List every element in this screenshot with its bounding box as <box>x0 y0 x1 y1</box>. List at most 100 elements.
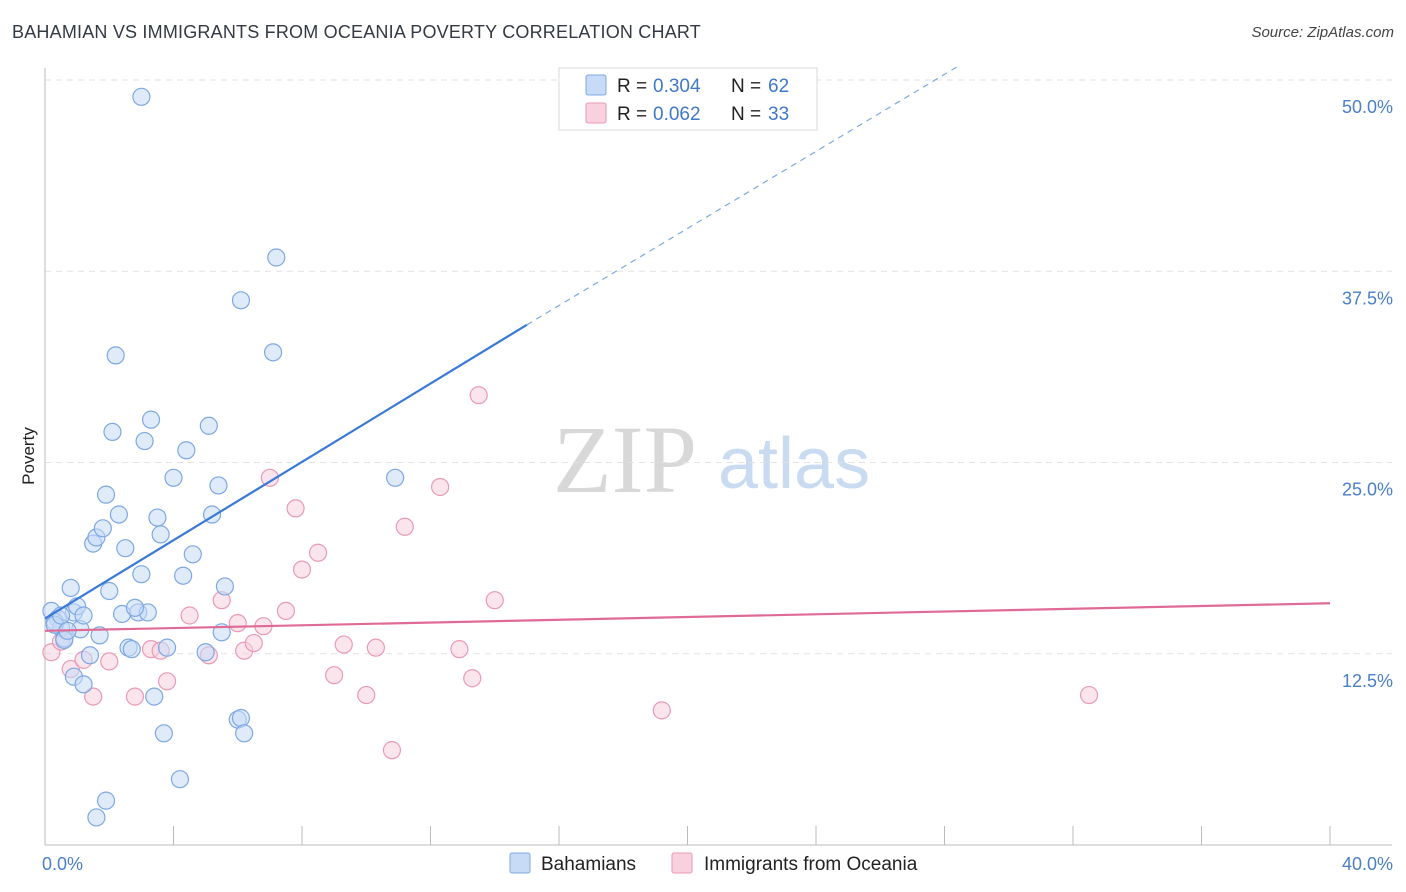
bahamians-point <box>96 791 116 810</box>
bottom-legend-swatch-pink <box>671 852 693 874</box>
bahamians-point <box>148 508 167 527</box>
bahamians-point <box>74 606 93 625</box>
bahamians-point <box>386 468 405 487</box>
oceania-point <box>652 701 671 720</box>
bahamians-point <box>196 643 215 662</box>
bahamians-point <box>231 708 251 728</box>
oceania-point <box>308 543 328 562</box>
series-bahamians-points <box>42 87 405 827</box>
bahamians-point <box>74 675 93 694</box>
bahamians-point <box>164 468 183 487</box>
x-tick-label-min: 0.0% <box>42 854 83 874</box>
bahamians-point <box>231 291 251 310</box>
oceania-point <box>125 687 145 706</box>
series-legend: Bahamians Immigrants from Oceania <box>509 852 918 875</box>
bahamians-trend-line <box>44 323 528 620</box>
oceania-point <box>244 633 263 653</box>
bottom-legend-bahamians: Bahamians <box>541 854 636 875</box>
bahamians-point <box>267 248 286 267</box>
bahamians-point <box>235 724 254 743</box>
y-tick-label: 50.0% <box>1342 97 1393 117</box>
trend-lines <box>44 64 1331 632</box>
oceania-point <box>100 652 119 671</box>
oceania-point <box>157 672 177 691</box>
oceania-point <box>485 591 504 610</box>
oceania-point <box>228 614 247 633</box>
oceania-point <box>325 666 344 685</box>
legend-n-value-1: 62 <box>768 76 789 97</box>
y-tick-label: 37.5% <box>1342 288 1393 308</box>
oceania-point <box>431 477 450 497</box>
bahamians-point <box>61 578 80 598</box>
legend-r-value-1: 0.304 <box>653 76 701 97</box>
oceania-point <box>276 601 296 621</box>
bahamians-point <box>141 410 161 429</box>
stats-legend: R = 0.304 N = 62 R = 0.062 N = 33 <box>558 67 818 131</box>
bahamians-point <box>87 808 106 827</box>
oceania-point <box>357 685 376 705</box>
oceania-point <box>366 638 385 657</box>
oceania-point <box>469 386 488 405</box>
bahamians-point <box>209 476 228 495</box>
bahamians-point <box>183 545 202 564</box>
bahamians-point <box>100 581 119 601</box>
legend-n-value-2: 33 <box>768 104 789 125</box>
oceania-point <box>450 640 469 659</box>
grid-lines <box>45 79 1392 655</box>
oceania-trend-line <box>44 602 1331 632</box>
bahamians-point <box>132 87 151 106</box>
oceania-point <box>180 606 199 625</box>
oceania-point <box>395 517 414 536</box>
legend-swatch-blue <box>585 74 607 96</box>
legend-r-value-2: 0.062 <box>653 104 701 125</box>
bahamians-point <box>154 724 173 743</box>
x-tick-label-max: 40.0% <box>1342 854 1393 874</box>
bahamians-point <box>199 416 218 435</box>
oceania-point <box>334 635 353 654</box>
bahamians-point <box>174 566 193 585</box>
bahamians-point <box>90 626 109 645</box>
bottom-legend-swatch-blue <box>509 852 531 874</box>
bahamians-point <box>125 598 145 617</box>
legend-n-label-2: N = <box>731 104 761 125</box>
bottom-legend-oceania: Immigrants from Oceania <box>704 854 918 875</box>
bahamians-point <box>116 539 135 558</box>
x-tick-labels: 0.0% 40.0% <box>42 854 1393 874</box>
bahamians-point <box>109 505 128 524</box>
bahamians-point <box>106 346 125 365</box>
bahamians-point <box>96 485 116 504</box>
oceania-point <box>260 468 279 487</box>
watermark-atlas: atlas <box>718 424 870 504</box>
bahamians-point <box>170 770 190 789</box>
y-tick-labels: 12.5% 25.0% 37.5% 50.0% <box>1342 97 1393 691</box>
legend-r-label-1: R = <box>617 76 647 97</box>
series-oceania-points <box>42 386 1099 760</box>
bahamians-point <box>263 343 283 362</box>
chart-title: BAHAMIAN VS IMMIGRANTS FROM OCEANIA POVE… <box>12 22 701 42</box>
axes <box>44 68 1392 846</box>
bahamians-point <box>103 422 122 441</box>
bahamians-trend-extension <box>526 64 961 326</box>
oceania-point <box>286 499 305 518</box>
legend-swatch-pink <box>585 102 607 124</box>
bahamians-point <box>93 519 112 538</box>
bahamians-point <box>151 525 170 544</box>
bahamians-point <box>145 687 164 706</box>
oceania-point <box>382 741 402 760</box>
oceania-point <box>292 560 312 579</box>
bahamians-point <box>132 565 151 584</box>
oceania-point <box>463 669 482 688</box>
y-tick-label: 12.5% <box>1342 671 1393 691</box>
bahamians-point <box>215 577 234 596</box>
bahamians-point <box>122 640 141 659</box>
watermark-zip: ZIP <box>553 406 697 513</box>
oceania-point <box>84 687 103 706</box>
bahamians-point <box>157 638 177 657</box>
bahamians-point <box>135 431 154 451</box>
bahamians-point <box>80 646 100 665</box>
source-label: Source: ZipAtlas.com <box>1251 24 1394 41</box>
legend-n-label-1: N = <box>731 76 761 97</box>
oceania-point <box>1079 685 1099 705</box>
bahamians-point <box>177 441 196 460</box>
